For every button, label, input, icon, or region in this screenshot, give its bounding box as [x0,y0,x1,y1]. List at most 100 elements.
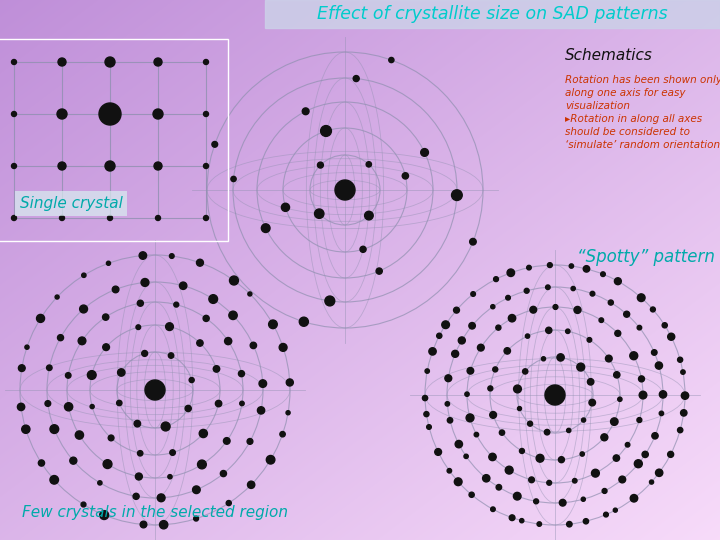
Circle shape [37,314,45,322]
Circle shape [570,264,574,268]
Circle shape [454,478,462,485]
Circle shape [17,403,24,410]
Circle shape [437,333,442,339]
Circle shape [185,406,192,411]
Circle shape [12,215,17,220]
Circle shape [320,126,331,137]
Circle shape [553,305,558,309]
Circle shape [523,369,528,374]
Circle shape [230,276,238,285]
Circle shape [194,516,199,521]
Circle shape [215,400,222,407]
Text: Few crystals in the selected region: Few crystals in the selected region [22,505,288,520]
Circle shape [637,326,642,330]
Circle shape [282,203,289,211]
Circle shape [454,307,459,313]
Circle shape [204,164,209,168]
Circle shape [489,453,496,461]
Circle shape [225,338,232,345]
Circle shape [445,402,449,406]
Circle shape [678,428,683,433]
Circle shape [662,323,667,328]
Circle shape [199,429,207,437]
Circle shape [429,348,436,355]
Circle shape [57,109,67,119]
Circle shape [520,518,524,523]
Circle shape [445,375,451,382]
Circle shape [76,431,84,439]
Circle shape [650,307,655,312]
Circle shape [660,411,664,416]
Circle shape [649,480,654,484]
Circle shape [107,215,112,220]
Text: Effect of crystallite size on SAD patterns: Effect of crystallite size on SAD patter… [317,5,667,23]
Circle shape [168,353,174,358]
Circle shape [496,325,501,330]
Circle shape [25,345,29,349]
Circle shape [161,422,170,431]
Circle shape [248,481,255,488]
Circle shape [508,314,516,322]
Circle shape [639,376,644,382]
Circle shape [248,292,252,296]
Text: visualization: visualization [565,101,630,111]
Circle shape [466,414,474,422]
Circle shape [204,111,209,117]
Circle shape [655,362,662,369]
Circle shape [142,350,148,356]
Circle shape [166,323,174,330]
Circle shape [247,438,253,444]
Circle shape [471,292,475,296]
Circle shape [534,499,539,504]
Circle shape [589,399,595,406]
Circle shape [613,372,620,378]
Circle shape [624,311,630,317]
Circle shape [602,489,607,494]
Circle shape [577,363,585,371]
Circle shape [99,103,121,125]
Circle shape [526,334,530,338]
Circle shape [103,460,112,469]
Circle shape [50,425,58,434]
Circle shape [559,457,564,463]
Circle shape [55,295,59,299]
Circle shape [667,333,675,340]
Circle shape [567,428,571,433]
Text: ‘simulate’ random orientation: ‘simulate’ random orientation [565,140,720,150]
Circle shape [81,273,86,278]
Circle shape [58,335,63,341]
Circle shape [494,276,498,281]
Circle shape [47,365,52,370]
Circle shape [447,469,451,473]
Circle shape [541,357,546,361]
Circle shape [140,521,147,528]
Circle shape [259,380,266,387]
Circle shape [139,252,147,259]
Circle shape [325,296,335,306]
Circle shape [58,162,66,170]
Circle shape [103,344,109,350]
Circle shape [60,215,65,220]
Circle shape [366,161,372,167]
Bar [265,0,720,28]
Circle shape [546,285,550,289]
Circle shape [80,305,88,313]
Circle shape [197,259,204,266]
Circle shape [527,265,531,270]
Circle shape [504,348,510,354]
Circle shape [170,450,176,455]
Circle shape [22,425,30,433]
Circle shape [447,417,453,423]
Circle shape [203,315,210,321]
Circle shape [572,478,577,483]
Circle shape [601,434,608,441]
Circle shape [240,401,244,406]
Circle shape [424,411,429,417]
Circle shape [442,321,449,328]
Circle shape [634,460,642,468]
Circle shape [425,369,429,373]
Circle shape [469,322,475,329]
Circle shape [518,407,521,410]
Circle shape [592,469,599,477]
Circle shape [477,344,485,351]
